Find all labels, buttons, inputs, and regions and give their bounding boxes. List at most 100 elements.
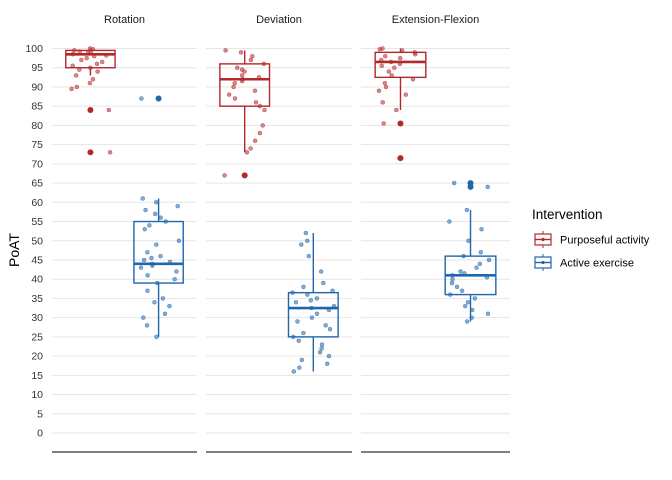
- data-point: [314, 296, 320, 301]
- data-point: [459, 288, 465, 293]
- data-point: [149, 255, 154, 261]
- data-point: [321, 280, 326, 286]
- data-point: [380, 100, 385, 105]
- data-point: [295, 319, 300, 324]
- data-point: [153, 200, 159, 205]
- y-tick-label: 15: [31, 370, 43, 382]
- data-point: [308, 298, 314, 303]
- data-point: [260, 123, 265, 128]
- data-point: [327, 326, 333, 332]
- data-point: [158, 215, 163, 220]
- data-point: [140, 196, 145, 201]
- data-point: [231, 84, 236, 90]
- data-point: [319, 346, 324, 351]
- data-point: [465, 300, 471, 305]
- data-point: [167, 303, 172, 309]
- data-point: [381, 121, 386, 126]
- data-point: [222, 173, 227, 178]
- data-point: [152, 211, 158, 217]
- data-point: [325, 361, 330, 367]
- y-tick-label: 35: [31, 293, 43, 305]
- data-point: [479, 226, 484, 232]
- y-tick-label: 20: [31, 351, 43, 363]
- facet-title: Extension-Flexion: [392, 14, 479, 26]
- data-point: [174, 269, 179, 274]
- data-point: [248, 146, 253, 151]
- data-point: [449, 280, 455, 286]
- y-tick-label: 95: [31, 62, 43, 74]
- data-point: [144, 323, 150, 328]
- data-point: [386, 69, 392, 74]
- data-point: [248, 57, 254, 63]
- data-point: [377, 47, 383, 52]
- data-point: [162, 311, 168, 317]
- data-point: [158, 253, 163, 259]
- y-tick-label: 75: [31, 139, 43, 151]
- data-point: [485, 184, 490, 190]
- data-point: [458, 269, 463, 274]
- data-point: [223, 48, 228, 53]
- data-point: [244, 150, 250, 155]
- y-tick-label: 0: [37, 428, 43, 440]
- data-point: [485, 311, 491, 317]
- data-point: [403, 92, 409, 97]
- data-point: [253, 100, 259, 105]
- y-tick-label: 70: [31, 158, 43, 170]
- data-point: [257, 130, 263, 136]
- outlier-point: [155, 95, 162, 102]
- y-tick-label: 5: [37, 408, 43, 420]
- data-point: [145, 250, 150, 255]
- y-tick-label: 80: [31, 120, 43, 132]
- data-point: [382, 80, 388, 86]
- data-point: [235, 65, 240, 70]
- data-point: [252, 138, 258, 144]
- data-point: [238, 50, 244, 55]
- y-tick-label: 85: [31, 101, 43, 113]
- data-point: [262, 107, 267, 113]
- outlier-point: [397, 155, 404, 162]
- data-point: [299, 242, 304, 247]
- data-point: [474, 265, 479, 270]
- data-point: [297, 365, 302, 370]
- outlier-point: [467, 183, 474, 190]
- data-point: [145, 273, 150, 278]
- y-tick-label: 100: [25, 43, 43, 55]
- outlier-point: [87, 149, 94, 156]
- box-iqr: [65, 49, 116, 69]
- data-point: [454, 284, 460, 290]
- box-iqr: [133, 220, 184, 284]
- y-tick-label: 40: [31, 274, 43, 286]
- data-point: [382, 53, 388, 59]
- box-iqr: [219, 63, 271, 107]
- data-point: [303, 230, 309, 236]
- data-point: [69, 86, 74, 92]
- data-point: [160, 296, 166, 301]
- data-point: [447, 219, 452, 224]
- y-tick-label: 60: [31, 197, 43, 209]
- data-point: [73, 73, 79, 78]
- legend-label: Purposeful activity: [560, 235, 650, 247]
- data-point: [379, 63, 384, 69]
- data-point: [450, 276, 455, 282]
- data-point: [486, 257, 492, 263]
- data-point: [232, 80, 237, 86]
- facet-title: Rotation: [104, 14, 145, 26]
- data-point: [462, 303, 468, 309]
- y-axis-title: PoAT: [6, 233, 22, 267]
- data-point: [145, 288, 150, 293]
- data-point: [472, 296, 478, 301]
- data-point: [232, 96, 238, 101]
- data-point: [90, 77, 96, 82]
- box-iqr: [287, 291, 339, 338]
- box-iqr: [374, 51, 427, 79]
- data-point: [79, 57, 84, 63]
- data-point: [95, 69, 100, 74]
- data-point: [317, 350, 323, 355]
- data-point: [293, 300, 299, 305]
- data-point: [319, 342, 325, 347]
- data-point: [383, 84, 389, 90]
- data-point: [154, 242, 159, 247]
- data-point: [94, 61, 100, 67]
- data-point: [226, 92, 232, 97]
